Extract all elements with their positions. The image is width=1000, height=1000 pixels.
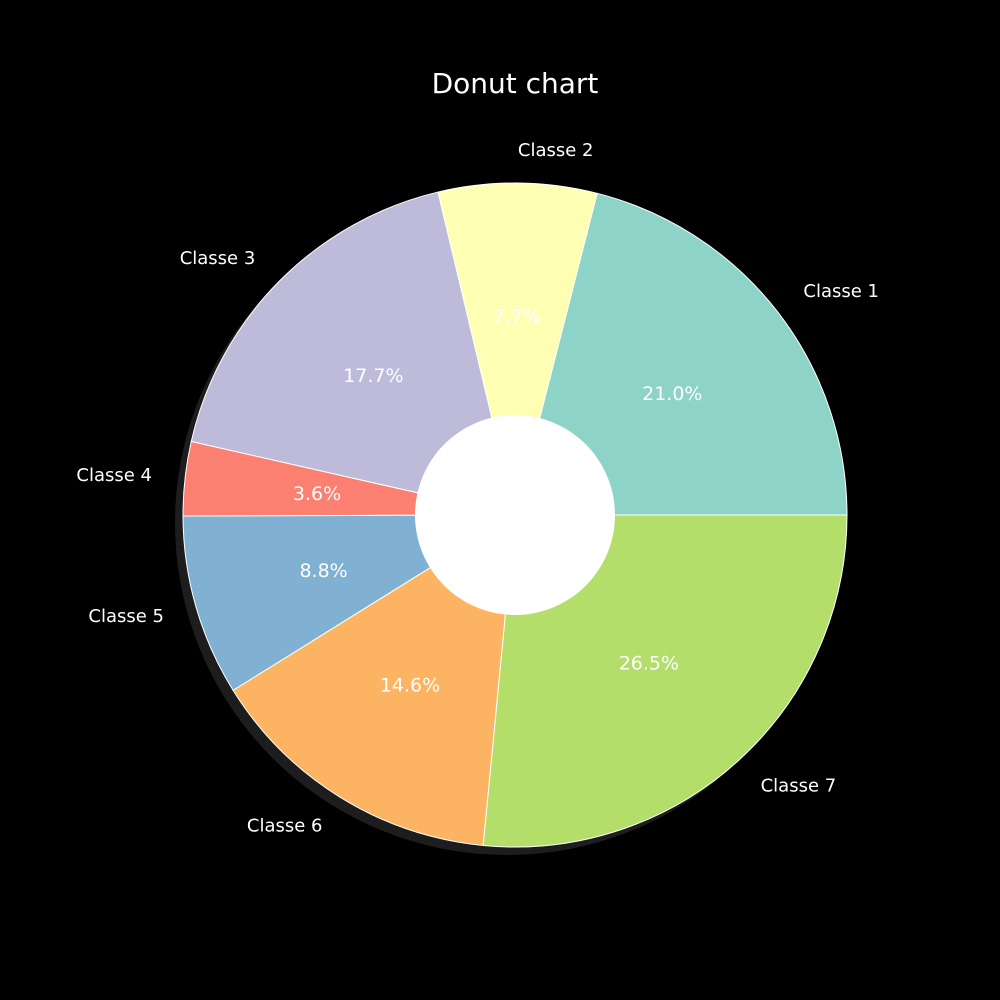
slice-label-classe-7: Classe 7 <box>761 775 837 796</box>
slice-layer <box>182 182 848 848</box>
pct-label-classe-1: 21.0% <box>642 383 702 405</box>
label-layer: Classe 1 Classe 2 Classe 3 Classe 4 Classe 5… <box>76 140 879 837</box>
pct-label-classe-2: 7.7% <box>492 306 540 328</box>
slice-label-classe-6: Classe 6 <box>247 815 323 836</box>
pct-label-classe-4: 3.6% <box>293 483 341 505</box>
pct-label-classe-6: 14.6% <box>380 674 440 696</box>
pct-layer: 21.0% 7.7% 17.7% 3.6% 8.8% 14.6% 26.5% <box>293 306 703 697</box>
donut-hole <box>415 415 615 615</box>
slice-label-classe-4: Classe 4 <box>76 465 152 486</box>
slice-classe-3[interactable] <box>190 191 516 516</box>
slice-label-classe-5: Classe 5 <box>88 606 164 627</box>
slice-classe-7[interactable] <box>482 514 848 848</box>
chart-title: Donut chart <box>432 67 599 100</box>
pct-label-classe-3: 17.7% <box>343 365 403 387</box>
slice-classe-2[interactable] <box>437 182 598 516</box>
slice-label-classe-1: Classe 1 <box>803 281 879 302</box>
slice-classe-6[interactable] <box>232 514 516 847</box>
pct-label-classe-5: 8.8% <box>299 560 347 582</box>
slice-classe-1[interactable] <box>514 192 848 516</box>
slice-label-classe-3: Classe 3 <box>180 248 256 269</box>
pct-label-classe-7: 26.5% <box>619 652 679 674</box>
slice-label-classe-2: Classe 2 <box>518 140 594 161</box>
